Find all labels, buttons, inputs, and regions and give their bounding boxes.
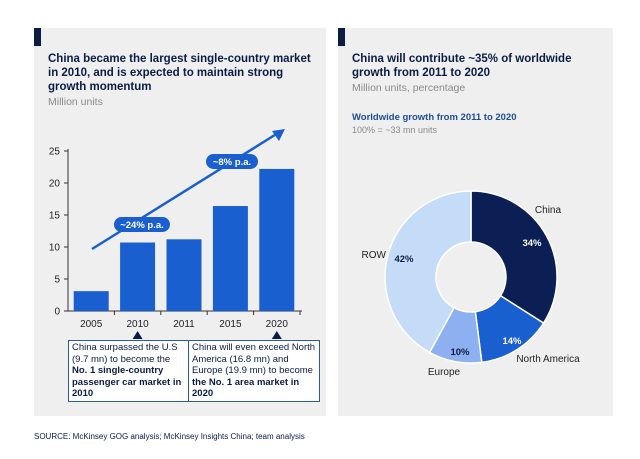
note-2020-text: China will even exceed North America (16… (192, 342, 316, 376)
note-2010-text: China surpassed the U.S (9.7 mn) to beco… (72, 342, 178, 365)
note-pointer-2020 (271, 331, 282, 339)
slice-label-europe: Europe (428, 367, 461, 378)
slice-value-europe: 10% (450, 347, 470, 358)
left-panel-title: China became the largest single-country … (48, 53, 311, 93)
x-tick-label-2005: 2005 (80, 319, 103, 330)
right-panel-subtitle: Million units, percentage (352, 82, 466, 94)
note-pointer-2010 (132, 331, 143, 339)
y-tick-label: 15 (49, 211, 61, 222)
bar-2005 (73, 291, 109, 311)
donut-title: Worldwide growth from 2011 to 2020 (352, 112, 517, 123)
y-tick-label: 10 (49, 243, 61, 254)
note-2020-bold: the No. 1 area market in 2020 (192, 376, 300, 400)
slice-label-north-america: North America (516, 354, 580, 365)
y-tick-label: 5 (54, 275, 60, 286)
y-tick-label: 0 (54, 307, 60, 318)
right-panel-title: China will contribute ~35% of worldwide … (352, 53, 572, 79)
donut-subtitle: 100% = ~33 mn units (352, 125, 438, 135)
x-tick-label-2015: 2015 (219, 319, 242, 330)
slice-row (384, 190, 472, 354)
x-tick-label-2020: 2020 (266, 319, 289, 330)
slice-value-row: 42% (394, 254, 414, 265)
slice-value-china: 34% (522, 238, 542, 249)
bar-2011 (166, 239, 202, 311)
source-note: SOURCE: McKinsey GOG analysis; McKinsey … (34, 432, 305, 441)
panel-accent-bar (338, 28, 345, 46)
slice-label-row: ROW (362, 250, 387, 261)
y-tick-label: 25 (49, 147, 61, 158)
y-tick-label: 20 (49, 179, 61, 190)
slice-value-north-america: 14% (502, 336, 522, 347)
slice-china (470, 190, 558, 325)
x-tick-label-2010: 2010 (126, 319, 149, 330)
growth-label-2005-2010: ~24% p.a. (120, 220, 164, 231)
x-tick-label-2011: 2011 (173, 319, 195, 330)
growth-arrow-head (272, 129, 285, 141)
growth-label-2010-2020: ~8% p.a. (213, 157, 251, 168)
left-panel-subtitle: Million units (48, 96, 103, 108)
bar-2010 (120, 242, 156, 311)
note-2010-bold: No. 1 single-country passenger car marke… (72, 365, 182, 399)
panel-accent-bar (34, 28, 41, 46)
bar-2020 (259, 168, 295, 311)
growth-badge-2010-2020 (206, 154, 258, 169)
note-2020: China will even exceed North America (16… (188, 340, 320, 402)
slice-label-china: China (535, 205, 562, 216)
bar-2015 (212, 206, 248, 311)
growth-badge-2005-2010 (114, 217, 170, 232)
